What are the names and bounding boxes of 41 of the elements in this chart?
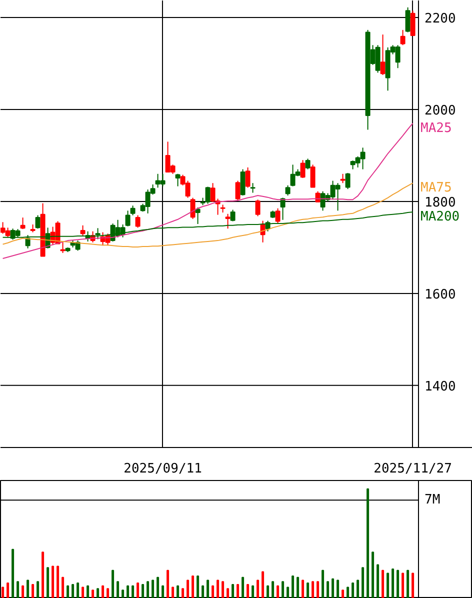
candlestick <box>235 180 240 201</box>
candlestick <box>410 10 416 36</box>
y-tick-label: 7M <box>424 492 440 508</box>
candlestick <box>175 173 180 187</box>
candlestick <box>340 173 346 184</box>
candlestick <box>405 6 410 33</box>
x-tick-label: 2025/11/27 <box>374 462 452 476</box>
candlestick <box>130 205 136 216</box>
line-series <box>2 122 414 259</box>
candlestick <box>20 217 26 230</box>
candlestick <box>195 206 200 224</box>
candlestick <box>310 164 316 188</box>
candlestick <box>300 160 306 179</box>
candlestick <box>225 213 230 230</box>
candlestick <box>400 29 406 46</box>
y-tick-label: 1800 <box>424 195 456 210</box>
candlestick <box>245 166 250 188</box>
line-series <box>2 182 414 248</box>
candlestick <box>250 182 256 194</box>
candlestick <box>135 214 140 228</box>
candlestick <box>305 158 310 170</box>
candlestick <box>380 34 386 76</box>
series-label: MA25 <box>420 120 452 136</box>
series-label: MA200 <box>420 210 460 225</box>
series-label: MA75 <box>420 180 452 196</box>
candlestick <box>315 190 320 202</box>
candlestick <box>260 220 266 243</box>
x-tick-label: 2025/09/11 <box>124 462 202 476</box>
y-tick-label: 2200 <box>424 12 456 27</box>
candlestick <box>275 208 280 224</box>
candlestick <box>285 184 290 196</box>
y-tick-label: 1400 <box>424 379 456 394</box>
y-tick-label: 2000 <box>424 103 456 118</box>
candlestick <box>190 197 196 220</box>
candlestick <box>240 168 246 196</box>
candlestick <box>125 210 130 227</box>
candlestick <box>345 172 350 190</box>
candlestick <box>255 199 260 217</box>
candlestick <box>80 224 86 236</box>
y-tick-label: 1600 <box>424 287 456 302</box>
candlestick <box>35 214 40 230</box>
